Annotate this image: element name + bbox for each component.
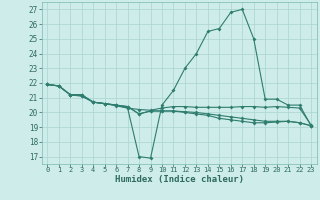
X-axis label: Humidex (Indice chaleur): Humidex (Indice chaleur) [115,175,244,184]
